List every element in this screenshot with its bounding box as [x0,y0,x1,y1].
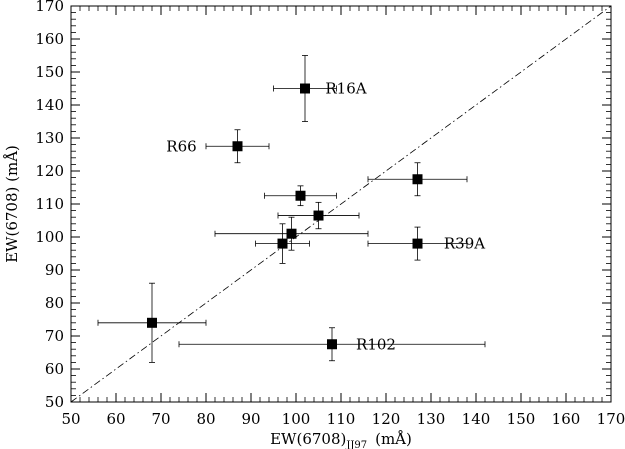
x-tick-label: 120 [372,410,401,428]
y-tick-label: 130 [35,129,64,147]
y-tick-label: 50 [45,393,64,411]
x-tick-label: 50 [61,410,80,428]
data-point: R66 [166,129,270,164]
y-tick-label: 90 [45,261,64,279]
data-point [214,216,369,251]
data-point [255,223,310,264]
x-tick-label: 60 [106,410,125,428]
x-axis-title-unit: (mÅ) [375,430,412,448]
y-tick-label: 140 [35,96,64,114]
data-point [277,201,360,230]
data-marker [300,83,310,94]
point-label: R39A [444,235,485,253]
y-tick-label: 170 [35,0,64,15]
y-tick-label: 150 [35,63,64,81]
y-tick-label: 160 [35,30,64,48]
y-tick-label: 100 [35,228,64,246]
data-point [367,162,468,197]
data-marker [412,174,423,185]
reference-line [70,5,612,403]
data-marker [327,339,337,350]
y-tick-label: 80 [45,294,64,312]
x-tick-label: 80 [196,410,215,428]
data-point [264,185,337,207]
x-tick-label: 110 [327,410,356,428]
x-axis-title-main: EW(6708) [270,430,346,448]
data-marker [313,210,324,221]
x-axis-title-subscript: JJ97 [345,440,367,449]
reference-line-layer [70,5,612,403]
data-point: R102 [178,327,486,362]
point-label: R102 [356,335,396,353]
x-tick-label: 130 [417,410,446,428]
data-marker [147,317,157,328]
data-marker [295,190,306,201]
x-tick-label: 140 [462,410,491,428]
axis-ticks: 50 60 70 80 90 100 110 120 130 140 150 160 170 50 60 70… [35,0,625,428]
x-tick-label: 150 [507,410,536,428]
data-point: R39A [367,226,485,261]
x-tick-label: 170 [597,410,625,428]
y-tick-label: 120 [35,162,64,180]
x-tick-label: 160 [552,410,581,428]
y-tick-label: 110 [35,195,64,213]
data-points: R66 R16A R102 R39A [97,55,486,363]
x-tick-label: 70 [151,410,170,428]
data-point [97,282,207,363]
x-tick-label: 100 [282,410,311,428]
data-marker [277,238,288,249]
y-tick-label: 70 [45,327,64,345]
y-axis-title: EW(6708) (mÅ) [3,145,21,263]
x-tick-label: 90 [241,410,260,428]
data-marker [232,141,243,152]
x-axis-title: EW(6708)JJ97 (mÅ) [270,430,412,449]
data-marker [286,228,297,239]
y-tick-label: 60 [45,360,64,378]
data-point: R16A [273,55,367,122]
point-label: R16A [325,80,366,98]
point-label: R66 [166,137,196,155]
data-marker [412,238,423,249]
